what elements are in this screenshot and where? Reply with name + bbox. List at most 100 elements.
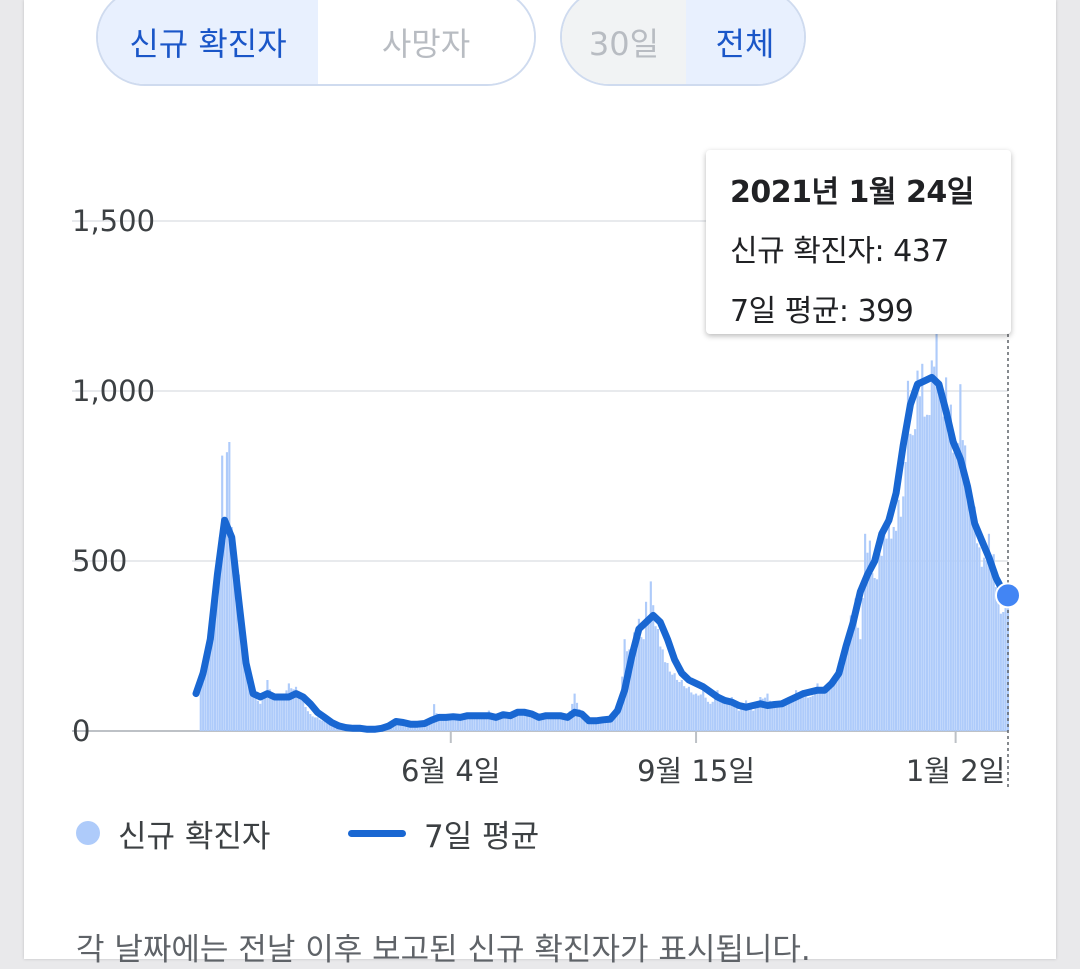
bar-new-cases bbox=[440, 719, 443, 731]
bar-new-cases bbox=[247, 680, 250, 731]
bar-new-cases bbox=[635, 634, 638, 731]
bar-new-cases bbox=[835, 673, 838, 731]
bar-new-cases bbox=[502, 714, 505, 731]
bar-new-cases bbox=[204, 668, 207, 731]
bar-new-cases bbox=[499, 716, 502, 731]
bar-new-cases bbox=[856, 627, 860, 731]
bar-new-cases bbox=[313, 717, 317, 731]
bar-new-cases bbox=[659, 646, 662, 731]
bar-new-cases bbox=[685, 688, 688, 731]
bar-new-cases bbox=[630, 648, 633, 731]
bar-new-cases bbox=[1002, 612, 1005, 731]
tab-30-days[interactable]: 30일 bbox=[562, 0, 686, 84]
axis-labels: 0 500 1,000 1,500 6월 4일 9월 15일 1월 2일 bbox=[72, 204, 1005, 788]
bar-new-cases bbox=[256, 700, 259, 731]
bar-new-cases bbox=[321, 720, 324, 731]
bar-new-cases bbox=[542, 719, 545, 731]
bar-new-cases bbox=[421, 724, 424, 731]
bar-new-cases bbox=[987, 533, 991, 731]
bar-new-cases bbox=[840, 663, 843, 731]
bar-new-cases bbox=[933, 366, 936, 731]
bar-new-cases bbox=[956, 443, 960, 731]
bar-new-cases bbox=[594, 719, 598, 731]
bar-new-cases bbox=[263, 691, 267, 731]
y-tick-label: 0 bbox=[72, 714, 90, 748]
bar-new-cases bbox=[249, 687, 252, 731]
bar-new-cases bbox=[871, 573, 874, 731]
bar-new-cases bbox=[509, 715, 512, 731]
bar-new-cases bbox=[271, 694, 274, 731]
bar-new-cases bbox=[416, 725, 419, 731]
tab-all[interactable]: 전체 bbox=[686, 0, 804, 84]
bar-new-cases bbox=[733, 703, 736, 731]
bar-new-cases bbox=[456, 718, 460, 731]
bar-new-cases bbox=[780, 700, 783, 731]
bar-new-cases bbox=[899, 516, 902, 731]
bar-new-cases bbox=[335, 726, 338, 731]
bar-new-cases bbox=[849, 615, 852, 731]
bar-new-cases bbox=[316, 717, 319, 731]
bar-new-cases bbox=[330, 724, 333, 731]
bar-new-cases bbox=[225, 452, 229, 731]
bar-new-cases bbox=[516, 712, 519, 731]
avg-line-layer bbox=[192, 373, 1012, 733]
bar-new-cases bbox=[985, 560, 988, 731]
footnote: 각 날짜에는 전날 이후 보고된 신규 확진자가 표시됩니다. bbox=[76, 932, 811, 968]
bar-new-cases bbox=[497, 717, 500, 731]
bar-new-cases bbox=[830, 680, 833, 731]
bar-new-cases bbox=[721, 699, 724, 731]
bar-new-cases bbox=[394, 720, 398, 731]
bar-new-cases bbox=[483, 714, 486, 731]
bar-new-cases bbox=[818, 688, 821, 731]
bar-new-cases bbox=[652, 605, 655, 731]
bar-new-cases bbox=[949, 404, 952, 731]
chart-tooltip: 2021년 1월 24일 신규 확진자: 437 7일 평균: 399 bbox=[706, 150, 1011, 334]
bar-new-cases bbox=[333, 725, 336, 731]
bar-new-cases bbox=[211, 635, 214, 731]
bar-new-cases bbox=[559, 715, 562, 731]
y-tick-label: 1,000 bbox=[72, 374, 155, 408]
bar-new-cases bbox=[609, 720, 612, 731]
new-cases-bars bbox=[199, 309, 1010, 731]
bar-new-cases bbox=[309, 714, 312, 731]
cases-chart[interactable]: 0 500 1,000 1,500 6월 4일 9월 15일 1월 2일 bbox=[0, 0, 1080, 800]
bar-new-cases bbox=[911, 435, 914, 731]
bar-new-cases bbox=[618, 697, 621, 731]
bar-new-cases bbox=[823, 686, 826, 731]
bar-new-cases bbox=[716, 690, 719, 731]
bar-new-cases bbox=[861, 598, 864, 731]
bar-new-cases bbox=[1004, 607, 1007, 731]
bar-new-cases bbox=[940, 401, 943, 731]
bar-new-cases bbox=[266, 680, 269, 731]
bar-new-cases bbox=[554, 715, 557, 731]
bar-new-cases bbox=[533, 717, 536, 731]
bar-new-cases bbox=[868, 540, 871, 731]
bar-new-cases bbox=[444, 715, 448, 731]
bar-new-cases bbox=[873, 578, 876, 731]
bar-new-cases bbox=[709, 703, 712, 731]
bar-new-cases bbox=[642, 639, 645, 731]
bar-new-cases bbox=[799, 693, 802, 731]
bar-new-cases bbox=[864, 533, 867, 731]
bar-new-cases bbox=[792, 695, 795, 731]
bar-new-cases bbox=[785, 700, 788, 731]
bar-new-cases bbox=[283, 693, 286, 731]
bar-new-cases bbox=[937, 385, 941, 731]
bar-new-cases bbox=[756, 703, 760, 731]
bar-new-cases bbox=[730, 697, 733, 731]
bar-new-cases bbox=[909, 433, 912, 731]
legend-dot-icon bbox=[76, 821, 100, 845]
bar-new-cases bbox=[890, 538, 893, 731]
bar-new-cases bbox=[504, 715, 507, 731]
bar-new-cases bbox=[230, 527, 233, 731]
bar-new-cases bbox=[454, 716, 457, 731]
bar-new-cases bbox=[614, 715, 617, 731]
bar-new-cases bbox=[523, 710, 526, 731]
y-tick-label: 500 bbox=[72, 544, 127, 578]
bar-new-cases bbox=[797, 693, 800, 731]
y-tick-label: 1,500 bbox=[72, 204, 155, 238]
bar-new-cases bbox=[525, 713, 529, 731]
bar-new-cases bbox=[480, 714, 483, 731]
tab-new-cases[interactable]: 신규 확진자 bbox=[98, 0, 318, 84]
tab-deaths[interactable]: 사망자 bbox=[318, 0, 534, 84]
